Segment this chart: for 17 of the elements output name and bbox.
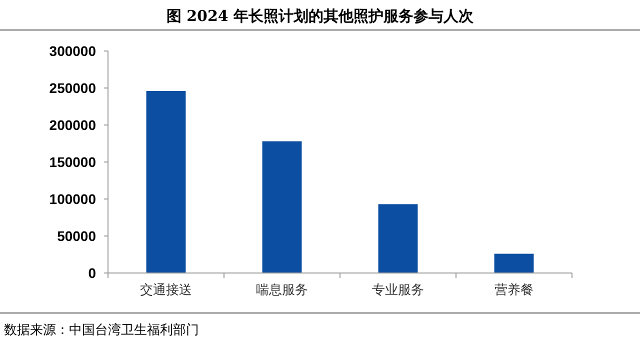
x-tick-label: 喘息服务: [256, 283, 308, 298]
bar: [494, 254, 534, 273]
y-tick-label: 300000: [49, 43, 96, 59]
source-note: 数据来源：中国台湾卫生福利部门: [4, 322, 199, 338]
x-tick-label: 专业服务: [372, 283, 424, 298]
bar: [146, 90, 186, 273]
y-tick-label: 200000: [49, 117, 96, 133]
y-tick-label: 50000: [57, 228, 96, 244]
bar: [262, 141, 302, 273]
y-tick-label: 250000: [49, 80, 96, 96]
x-tick-label: 交通接送: [140, 282, 192, 298]
bar: [378, 204, 418, 273]
y-tick-label: 150000: [49, 154, 96, 170]
y-tick-label: 0: [88, 265, 96, 281]
y-tick-label: 100000: [49, 191, 96, 207]
chart-title: 图 2024 年长照计划的其他照护服务参与人次: [166, 7, 475, 25]
x-tick-label: 营养餐: [494, 282, 534, 298]
